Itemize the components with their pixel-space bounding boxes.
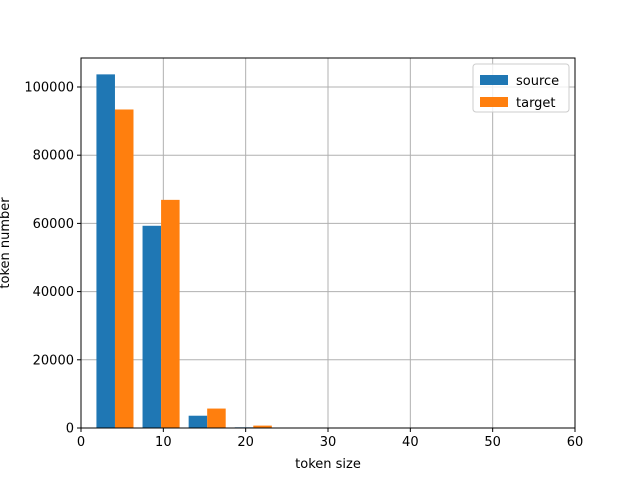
x-tick-label: 50 (484, 435, 501, 450)
y-tick-label: 100000 (24, 80, 74, 95)
bar-target (161, 199, 180, 428)
bar-source (96, 74, 115, 429)
x-tick-label: 40 (402, 435, 419, 450)
legend-swatch-target (480, 97, 508, 107)
x-tick-label: 30 (320, 435, 337, 450)
bars-group (96, 74, 272, 429)
legend-label-source: source (516, 74, 559, 89)
bar-source (142, 225, 162, 428)
x-tick-label: 20 (237, 435, 254, 450)
y-tick-label: 40000 (33, 285, 74, 300)
y-tick-label: 60000 (33, 217, 74, 232)
legend: source target (472, 63, 570, 113)
x-tick-label: 10 (155, 435, 172, 450)
y-tick-label: 20000 (33, 353, 74, 368)
legend-swatch-source (480, 75, 508, 85)
x-axis-label: token size (295, 457, 361, 472)
x-tick-label: 0 (77, 435, 85, 450)
bar-source (188, 415, 208, 428)
x-tick-label: 60 (567, 435, 584, 450)
y-axis-label: token number (0, 197, 13, 289)
legend-label-target: target (516, 96, 556, 111)
y-tick-label: 80000 (33, 149, 74, 164)
bar-target (207, 408, 226, 428)
axis-ticks: 0 10 20 30 40 50 60 0 20000 40000 60000 80000 100000 (24, 80, 583, 450)
bar-target (253, 425, 272, 428)
bar-target (114, 109, 134, 428)
y-tick-label: 0 (66, 422, 74, 437)
